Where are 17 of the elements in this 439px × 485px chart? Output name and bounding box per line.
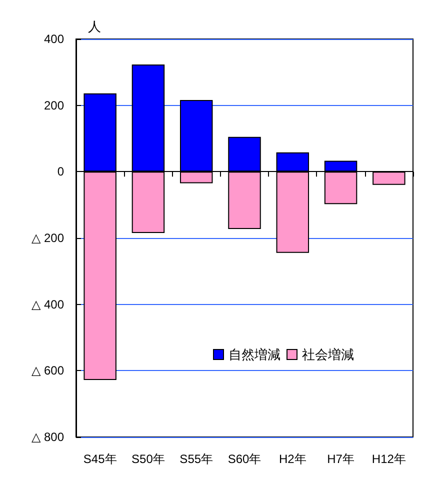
y-tick-label: △ 600	[32, 364, 64, 378]
y-tick-label: 0	[57, 164, 64, 179]
x-tick-label: H12年	[372, 452, 406, 466]
x-tick-label: H7年	[327, 452, 354, 466]
legend-label: 自然増減	[228, 347, 280, 362]
x-tick-label: S45年	[83, 452, 117, 466]
y-tick-label: △ 400	[32, 297, 64, 312]
x-tick-label: S55年	[180, 452, 214, 466]
x-tick-label: H2年	[278, 452, 306, 466]
legend-label: 社会増減	[302, 347, 354, 362]
y-tick-label: 200	[44, 98, 64, 112]
y-tick-label: △ 800	[32, 430, 64, 444]
x-tick-label: S50年	[132, 452, 165, 466]
y-tick-label: 400	[44, 32, 64, 46]
x-tick-label: S60年	[228, 452, 262, 466]
y-axis-title: 人	[88, 19, 101, 34]
y-tick-label: △ 200	[32, 231, 64, 245]
